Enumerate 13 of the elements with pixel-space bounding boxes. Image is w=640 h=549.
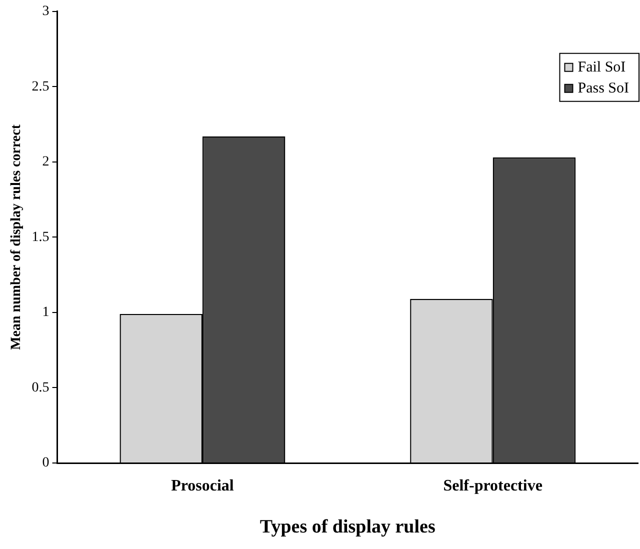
y-tick-label: 3 — [42, 4, 50, 20]
y-tick-label: 0 — [42, 456, 50, 471]
y-tick-label: 2 — [42, 154, 50, 170]
y-tick-label: 0.5 — [32, 380, 50, 396]
y-axis-title: Mean number of display rules correct — [9, 124, 24, 350]
y-tick-label: 1.5 — [32, 230, 50, 245]
y-tick-label: 1 — [42, 305, 50, 320]
x-axis-title: Types of display rules — [260, 516, 436, 538]
x-tick-label: Self-protective — [443, 478, 542, 495]
legend-label: Pass SoI — [578, 80, 630, 96]
y-tick-label: 2.5 — [32, 79, 50, 94]
legend-label: Fail SoI — [578, 59, 626, 76]
x-tick-label: Prosocial — [171, 478, 234, 495]
